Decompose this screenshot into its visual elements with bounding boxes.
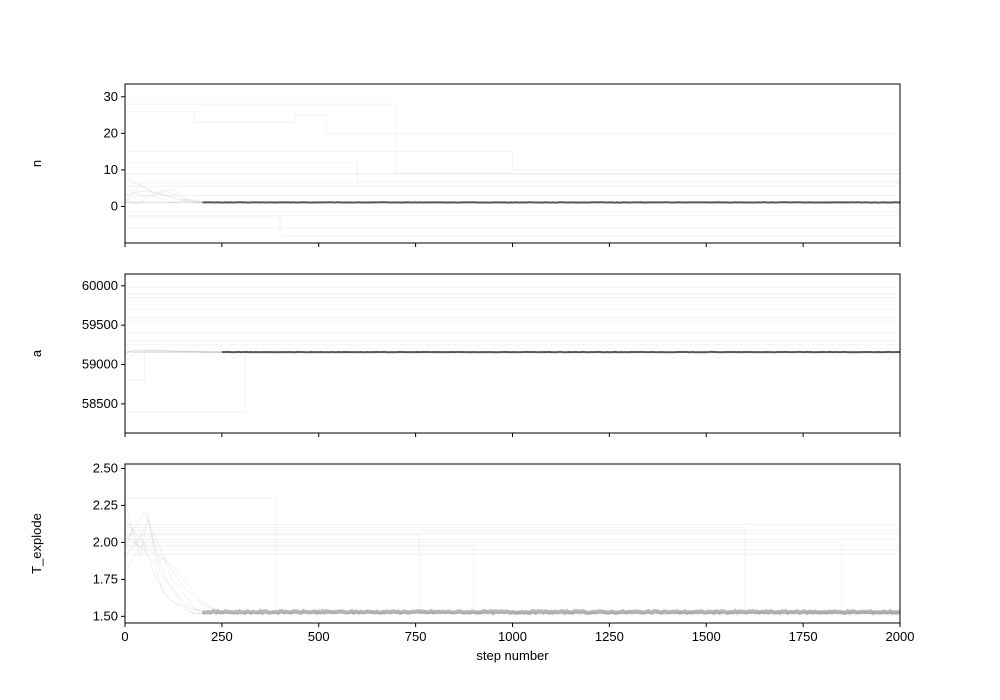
walker-traces [125, 103, 900, 237]
x-tick-label: 250 [211, 629, 233, 644]
y-tick-label: 2.00 [93, 534, 118, 549]
walker-trace [125, 527, 900, 613]
y-tick-label: 58500 [82, 396, 118, 411]
walker-traces [125, 497, 900, 616]
walker-trace [125, 349, 900, 357]
x-tick-label: 750 [405, 629, 427, 644]
y-tick-label: 1.75 [93, 571, 118, 586]
x-tick-label: 1500 [692, 629, 721, 644]
walker-trace [125, 216, 900, 237]
y-tick-label: 1.50 [93, 608, 118, 623]
trace-panel-3: 1.50 1.75 2.00 2.25 2.50 0 250 500 750 1000 1250 15… [29, 460, 914, 663]
y-axis-label: T_explode [29, 513, 44, 574]
x-tick-label: 1000 [498, 629, 527, 644]
walker-trace [125, 190, 900, 203]
y-tick-label: 60000 [82, 278, 118, 293]
trace-panel-2: 58500 59000 59500 60000 a [29, 273, 901, 437]
walker-trace [125, 518, 900, 614]
walker-trace [125, 519, 900, 614]
x-tick-label: 500 [308, 629, 330, 644]
x-axis-label: step number [476, 648, 549, 663]
walker-trace [125, 183, 900, 204]
y-axis-label: n [29, 160, 44, 167]
y-tick-label: 20 [104, 125, 118, 140]
y-tick-label: 10 [104, 162, 118, 177]
walker-traces [125, 286, 900, 413]
x-tick-label: 1750 [789, 629, 818, 644]
y-axis-label: a [29, 349, 44, 357]
y-tick-label: 30 [104, 89, 118, 104]
y-tick-label: 2.25 [93, 497, 118, 512]
walker-trace [125, 110, 900, 134]
walker-trace [125, 162, 900, 182]
converged-walker-band [201, 608, 900, 616]
walker-trace [125, 541, 900, 614]
walker-trace [125, 151, 900, 171]
x-tick-label: 0 [121, 629, 128, 644]
y-tick-label: 2.50 [93, 460, 118, 475]
walker-trace [125, 497, 900, 614]
walker-trace [125, 351, 900, 381]
axes-frame [124, 463, 901, 624]
walker-trace [125, 351, 900, 413]
walker-trace [125, 497, 900, 613]
walker-trace [125, 103, 900, 175]
y-tick-label: 0 [111, 198, 118, 213]
y-tick-label: 59000 [82, 357, 118, 372]
x-tick-label: 1250 [595, 629, 624, 644]
walker-trace [125, 546, 900, 616]
walker-trace [125, 349, 900, 354]
walker-trace [125, 512, 900, 613]
trace-panel-1: 0 10 20 30 n [29, 83, 901, 247]
x-tick-label: 2000 [886, 629, 915, 644]
walker-trace [125, 534, 900, 614]
y-tick-label: 59500 [82, 317, 118, 332]
